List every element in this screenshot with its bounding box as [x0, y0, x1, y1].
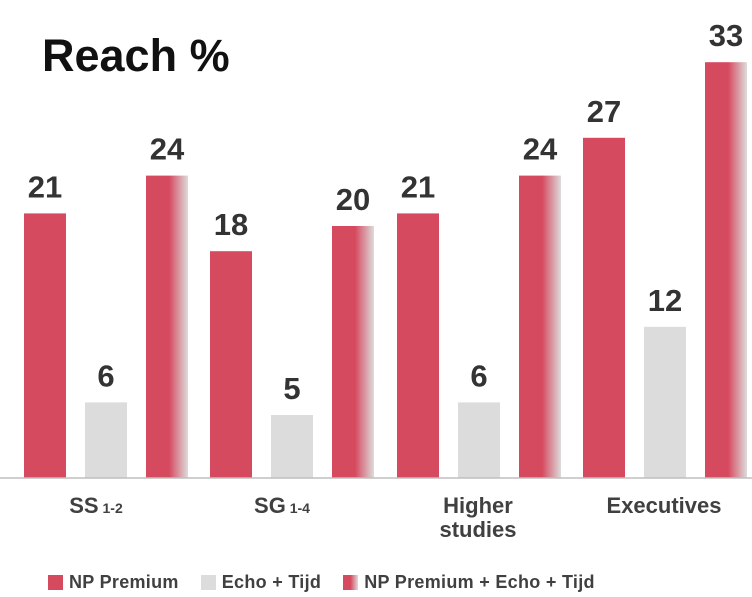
legend: NP Premium Echo + Tijd NP Premium + Echo… — [48, 572, 617, 593]
category-label-line: studies — [439, 517, 517, 542]
legend-item-combined: NP Premium + Echo + Tijd — [343, 572, 595, 593]
bar-np-premium — [24, 213, 66, 478]
data-label: 5 — [283, 371, 300, 406]
bar-combined — [332, 226, 374, 478]
data-label: 21 — [401, 169, 435, 204]
legend-swatch-combined — [343, 575, 359, 590]
category-label: Executives — [574, 494, 752, 518]
data-label: 18 — [214, 207, 248, 242]
bar-np-premium — [210, 251, 252, 478]
data-label: 21 — [28, 169, 62, 204]
legend-swatch-echo-tijd — [200, 575, 216, 590]
legend-item-echo-tijd: Echo + Tijd — [200, 572, 322, 593]
bar-np-premium — [583, 137, 625, 479]
category-label-line: Higher — [443, 493, 513, 518]
data-label: 6 — [97, 358, 114, 393]
category-label-sub: 1-4 — [285, 500, 310, 516]
bar-echo-tijd — [458, 402, 500, 478]
chart-title: Reach % — [42, 30, 230, 81]
category-label: SS 1-2 — [6, 494, 186, 520]
bar-echo-tijd — [271, 415, 313, 478]
data-label: 20 — [336, 182, 370, 217]
legend-label: Echo + Tijd — [221, 572, 322, 592]
data-label: 27 — [587, 94, 621, 129]
bar-echo-tijd — [644, 326, 686, 478]
data-label: 6 — [470, 358, 487, 393]
category-label-main: SS — [69, 493, 99, 518]
category-label: Higher studies — [388, 494, 568, 542]
legend-swatch-np-premium — [48, 575, 63, 590]
data-label: 24 — [150, 132, 185, 167]
legend-label: NP Premium — [69, 572, 179, 592]
data-label: 33 — [709, 18, 743, 53]
legend-item-np-premium: NP Premium — [48, 572, 179, 593]
bar-echo-tijd — [85, 402, 127, 478]
legend-label: NP Premium + Echo + Tijd — [364, 572, 595, 592]
bar-combined — [519, 175, 561, 478]
data-label: 12 — [648, 283, 682, 318]
data-label: 24 — [523, 132, 558, 167]
category-label-main: Executives — [606, 493, 722, 518]
category-label: SG 1-4 — [192, 494, 372, 520]
bar-combined — [705, 62, 747, 478]
category-label-main: SG — [254, 493, 286, 518]
bar-combined — [146, 175, 188, 478]
category-label-sub: 1-2 — [98, 500, 123, 516]
bar-np-premium — [397, 213, 439, 478]
